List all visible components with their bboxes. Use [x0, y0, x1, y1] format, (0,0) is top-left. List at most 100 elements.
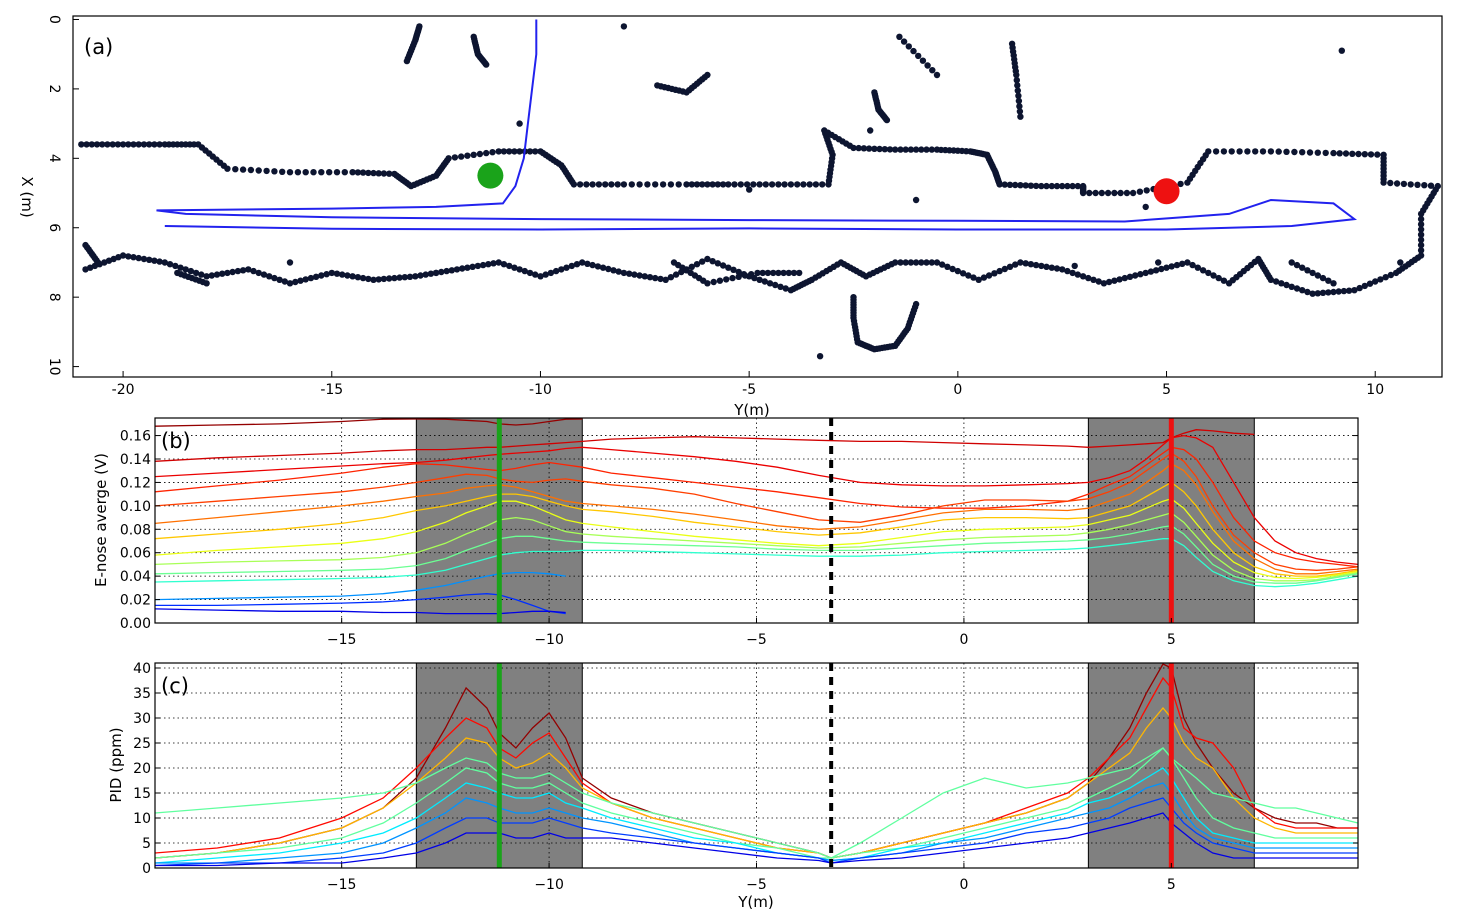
x-tick-label: 5 [1167, 877, 1176, 893]
obstacle-point [1100, 280, 1108, 287]
obstacle-point [1304, 267, 1311, 274]
obstacle-point [1092, 189, 1099, 197]
obstacle-point [1015, 92, 1022, 100]
obstacle-point [1158, 265, 1165, 273]
obstacle-point [458, 153, 465, 160]
x-tick-label: 0 [953, 382, 962, 398]
obstacle-point [900, 38, 908, 45]
obstacle-point [1220, 277, 1228, 284]
panel-a-xlabel: Y(m) [733, 401, 769, 419]
series-line [154, 434, 1359, 566]
obstacle-point [568, 262, 575, 270]
obstacle-point [403, 57, 411, 65]
panel-c-vlines [496, 663, 1174, 868]
obstacle-point [1016, 108, 1024, 115]
obstacle-point [1288, 259, 1295, 266]
obstacle-point [693, 181, 701, 188]
obstacle-point [912, 259, 920, 266]
obstacle-point [1349, 150, 1356, 157]
obstacle-point [996, 267, 1003, 275]
obstacle-point [812, 181, 820, 188]
x-tick-label: -10 [529, 382, 552, 398]
obstacle-point [1013, 71, 1020, 79]
x-tick-label: 5 [1167, 632, 1176, 648]
obstacle-point [1017, 182, 1024, 189]
obstacle-point [151, 141, 158, 148]
obstacle-point [1345, 287, 1353, 294]
obstacle-point [1372, 278, 1379, 285]
obstacle-point [659, 181, 667, 188]
obstacle-point [915, 52, 922, 60]
obstacle-point [1417, 226, 1425, 233]
obstacle-point [1126, 273, 1134, 280]
panel-b-label: (b) [161, 429, 191, 453]
obstacle-point [1095, 278, 1102, 285]
obstacle-point [469, 263, 476, 270]
obstacle-point [271, 168, 278, 175]
obstacle-point [438, 268, 445, 276]
obstacle-point [1053, 265, 1061, 272]
x-tick-label: −15 [327, 877, 357, 893]
series-line [154, 747, 1358, 859]
obstacle-point [620, 181, 628, 188]
obstacle-point [247, 166, 255, 174]
y-tick-label: 0.14 [120, 452, 151, 468]
obstacle-point [1015, 97, 1023, 105]
obstacle-point [959, 270, 967, 277]
obstacle-point [777, 283, 784, 290]
obstacle-point [699, 258, 706, 265]
panel-b-vlines [496, 418, 1174, 623]
obstacle-point [595, 181, 603, 188]
obstacle-point [923, 146, 930, 153]
obstacle-point [1322, 149, 1329, 157]
obstacle-point [1043, 182, 1050, 190]
panel-a-markers [477, 162, 1180, 205]
obstacle-point [1001, 265, 1008, 273]
obstacle-point [1393, 180, 1401, 187]
obstacle-point [719, 181, 727, 188]
obstacle-point [521, 267, 528, 275]
obstacle-point [570, 181, 578, 188]
obstacle-point [748, 271, 755, 278]
panel-a: -20 -15 -10 -5 0 5 10 0 2 4 6 8 10 (a) Y(m) X (m) [18, 15, 1443, 419]
panel-a-obstacles [78, 23, 1442, 360]
obstacle-point [1104, 189, 1112, 197]
obstacle-point [459, 265, 466, 272]
obstacle-point [902, 259, 909, 266]
series-line [154, 512, 1359, 582]
obstacle-point [954, 267, 961, 275]
obstacle-point [896, 33, 903, 40]
obstacle-point [1189, 261, 1196, 269]
obstacle-point [626, 270, 633, 277]
obstacle-point [271, 274, 278, 282]
x-tick-label: −10 [534, 877, 564, 893]
y-tick-label: 0.04 [120, 569, 151, 585]
obstacle-point [897, 146, 904, 153]
obstacle-point [489, 149, 496, 156]
obstacle-point [923, 259, 930, 266]
obstacle-point [422, 271, 429, 278]
obstacle-point [177, 264, 184, 271]
obstacle-point [1387, 271, 1395, 279]
obstacle-point [146, 141, 153, 148]
panel-c: −15 −10 −5 0 5 0 5 10 15 20 25 30 35 40 (c) Y(m) PID… [107, 661, 1359, 911]
obstacle-point [1038, 182, 1045, 190]
y-tick-label: 0.16 [120, 429, 151, 445]
obstacle-point [1336, 150, 1343, 157]
panel-c-y-ticks: 0 5 10 15 20 25 30 35 40 [133, 661, 1358, 877]
obstacle-point [766, 280, 774, 287]
obstacle-point [737, 181, 744, 188]
obstacle-point [725, 264, 732, 271]
obstacle-point [1335, 288, 1342, 295]
obstacle-point [881, 146, 888, 153]
obstacle-point [276, 276, 283, 283]
obstacle-point [1155, 259, 1162, 266]
obstacle-point [1006, 263, 1014, 270]
obstacle-point [255, 269, 262, 277]
obstacle-point [1013, 77, 1020, 84]
y-tick-label: 30 [133, 711, 151, 727]
y-tick-label: 0.00 [120, 616, 151, 632]
obstacle-point [1177, 180, 1184, 188]
obstacle-point [1306, 149, 1314, 156]
obstacle-point [1111, 277, 1118, 284]
